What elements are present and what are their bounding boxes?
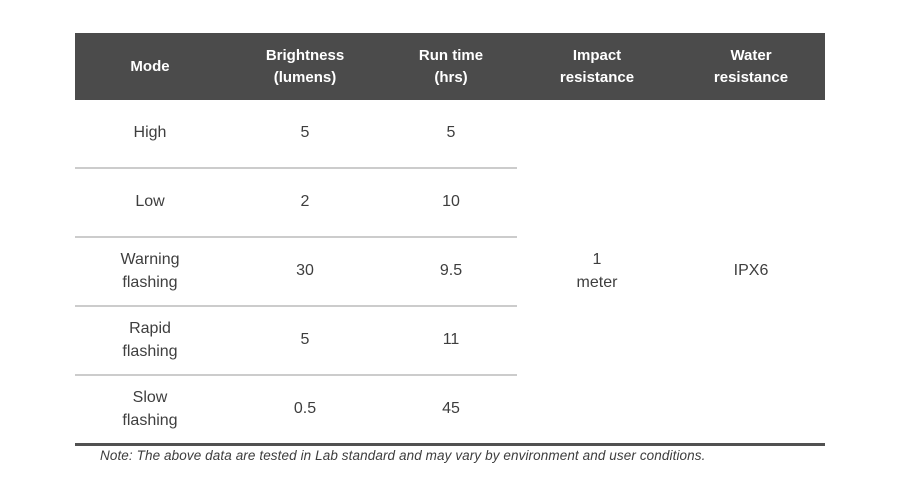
table-row-slow-flashing: Slow flashing 0.5 45 [75, 375, 825, 445]
cell-mode: Rapid flashing [75, 306, 225, 376]
cell-mode: Warning flashing [75, 237, 225, 307]
table-row-high: High 5 5 1 meter IPX6 [75, 100, 825, 291]
column-header-impact-resistance: Impact resistance [517, 33, 677, 100]
column-header-brightness: Brightness (lumens) [225, 33, 385, 100]
cell-brightness: 30 [225, 237, 385, 307]
cell-mode: Slow flashing [122, 389, 178, 429]
header-row: Mode Brightness (lumens) Run time (hrs) … [75, 33, 825, 100]
footnote: Note: The above data are tested in Lab s… [100, 448, 706, 463]
cell-impact-resistance: 1 meter [576, 251, 618, 291]
cell-brightness: 0.5 [293, 400, 317, 418]
cell-mode: High [75, 100, 225, 169]
cell-runtime: 5 [385, 100, 517, 169]
table-row-rapid-flashing: Rapid flashing 5 11 [75, 306, 825, 376]
column-header-water-resistance: Water resistance [677, 33, 825, 100]
cell-runtime: 45 [442, 400, 460, 418]
cell-water-resistance: IPX6 [733, 262, 769, 280]
cell-runtime: 11 [385, 306, 517, 376]
spec-table-container: Mode Brightness (lumens) Run time (hrs) … [75, 33, 825, 446]
column-header-mode: Mode [75, 33, 225, 100]
cell-brightness: 5 [225, 100, 385, 169]
table-row-warning-flashing: Warning flashing 30 9.5 [75, 237, 825, 307]
spec-table: Mode Brightness (lumens) Run time (hrs) … [75, 33, 825, 446]
table-row-low: Low 2 10 [75, 168, 825, 238]
cell-runtime: 9.5 [385, 237, 517, 307]
cell-brightness: 2 [225, 168, 385, 238]
column-header-runtime: Run time (hrs) [385, 33, 517, 100]
cell-brightness: 5 [225, 306, 385, 376]
cell-runtime: 10 [385, 168, 517, 238]
cell-mode: Low [75, 168, 225, 238]
